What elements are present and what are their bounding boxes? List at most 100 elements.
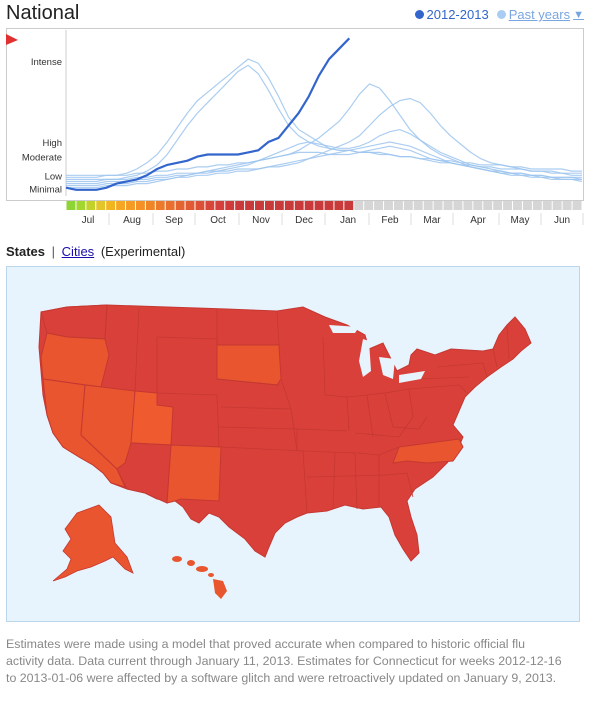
activity-bar-segment xyxy=(245,201,255,210)
activity-bar-segment xyxy=(294,201,304,210)
tab-cities[interactable]: Cities xyxy=(61,244,95,259)
activity-bar-segment xyxy=(562,201,572,210)
activity-bar-segment xyxy=(413,201,423,210)
dropdown-arrow-icon: ▼ xyxy=(573,8,584,21)
activity-bar-segment xyxy=(185,201,195,210)
us-states-map[interactable] xyxy=(6,266,580,622)
activity-bar-segment xyxy=(175,201,185,210)
x-tick-label: Apr xyxy=(470,215,486,226)
activity-bar-segment xyxy=(225,201,235,210)
activity-bar-segment xyxy=(493,201,503,210)
activity-bar-segment xyxy=(532,201,542,210)
x-tick-label: Nov xyxy=(252,215,270,226)
activity-bar-segment xyxy=(364,201,374,210)
state-north-carolina[interactable] xyxy=(392,438,464,464)
state-south-dakota[interactable] xyxy=(216,344,282,386)
state-hawaii[interactable] xyxy=(172,556,227,599)
legend-current-item: 2012-2013 xyxy=(414,7,489,22)
activity-bar-segment xyxy=(155,201,165,210)
activity-bar-segment xyxy=(473,201,483,210)
x-tick-label: Aug xyxy=(123,215,141,226)
activity-bar-segment xyxy=(255,201,264,210)
page-title: National xyxy=(6,2,80,24)
activity-bar-segment xyxy=(205,201,215,210)
chart-frame xyxy=(6,28,584,201)
x-tick-label: Jan xyxy=(340,215,356,226)
x-tick-label: May xyxy=(511,215,530,226)
past-season-line xyxy=(66,145,582,189)
activity-bar-segment xyxy=(522,201,532,210)
activity-bar-segment xyxy=(235,201,245,210)
state-oregon[interactable] xyxy=(40,332,110,388)
x-tick-label: Dec xyxy=(295,215,313,226)
current-season-dot-icon xyxy=(414,10,424,19)
activity-bar-segment xyxy=(106,201,116,210)
activity-bar-segment xyxy=(483,201,493,210)
x-tick-label: Sep xyxy=(165,215,183,226)
activity-bar-segment xyxy=(334,201,344,210)
y-level-label: Moderate xyxy=(22,153,62,164)
activity-bar-segment xyxy=(403,201,413,210)
state-borders xyxy=(104,304,510,514)
chart-svg: Intense High Moderate Low Minimal Jul Aug Sep Oc… xyxy=(6,28,584,226)
activity-bar-segment xyxy=(393,201,403,210)
state-alaska[interactable] xyxy=(52,504,134,582)
activity-bar-segment xyxy=(542,201,552,210)
activity-bar-segment xyxy=(314,201,324,210)
activity-bar-segment xyxy=(284,201,294,210)
activity-bar-segment xyxy=(423,201,433,210)
activity-bar-segment xyxy=(195,201,205,210)
great-lakes xyxy=(329,325,425,383)
activity-bar-segment xyxy=(513,201,522,210)
activity-bar-segment xyxy=(135,201,145,210)
tab-cities-note: (Experimental) xyxy=(100,244,186,259)
past-years-toggle[interactable]: Past years ▼ xyxy=(496,7,584,22)
legend-current-label: 2012-2013 xyxy=(426,7,489,22)
y-level-label: Low xyxy=(45,171,63,182)
red-flag-icon xyxy=(6,34,18,45)
state-new-mexico[interactable] xyxy=(166,444,222,504)
footnote-text: Estimates were made using a model that p… xyxy=(6,637,562,685)
legend-past-label: Past years xyxy=(508,7,571,22)
activity-bar-segment xyxy=(274,201,284,210)
activity-bar-segment xyxy=(66,201,76,210)
activity-bar-segment xyxy=(374,201,384,210)
activity-bar-segment xyxy=(384,201,393,210)
activity-bar-segment xyxy=(264,201,274,210)
activity-bar-segment xyxy=(443,201,453,210)
region-tabs: States | Cities (Experimental) xyxy=(6,244,185,259)
activity-bar-segment xyxy=(453,201,463,210)
x-tick-label: Jun xyxy=(554,215,570,226)
past-season-line xyxy=(66,128,583,185)
activity-bar-segment xyxy=(463,201,473,210)
activity-bar-segment xyxy=(165,201,175,210)
activity-bar-segment xyxy=(572,201,582,210)
x-tick-label: Mar xyxy=(423,215,441,226)
legend: 2012-2013 Past years ▼ xyxy=(414,7,584,22)
activity-bar-segment xyxy=(76,201,86,210)
activity-bar-segment xyxy=(116,201,126,210)
y-level-label: High xyxy=(42,138,62,149)
x-tick-label: Jul xyxy=(82,215,95,226)
tab-states[interactable]: States xyxy=(6,244,46,259)
activity-bar-segment xyxy=(344,201,354,210)
y-level-label: Minimal xyxy=(29,185,62,196)
current-season-line xyxy=(65,37,351,191)
activity-bar-segment xyxy=(126,201,135,210)
activity-bar-segment xyxy=(503,201,513,210)
activity-bar-segment xyxy=(304,201,314,210)
past-season-dot-icon xyxy=(496,10,506,19)
past-season-line xyxy=(66,97,582,183)
past-season-line xyxy=(66,64,582,180)
map-svg xyxy=(38,304,532,599)
activity-bar-segment xyxy=(354,201,364,210)
x-tick-label: Feb xyxy=(381,215,399,226)
activity-bar-segment xyxy=(433,201,443,210)
activity-bar-segment xyxy=(145,201,155,210)
y-level-label: Intense xyxy=(31,57,62,68)
activity-bar-segment xyxy=(215,201,225,210)
x-tick-label: Oct xyxy=(210,215,226,226)
activity-bar-segment xyxy=(324,201,334,210)
tab-separator: | xyxy=(51,244,56,259)
activity-bar-segment xyxy=(552,201,562,210)
